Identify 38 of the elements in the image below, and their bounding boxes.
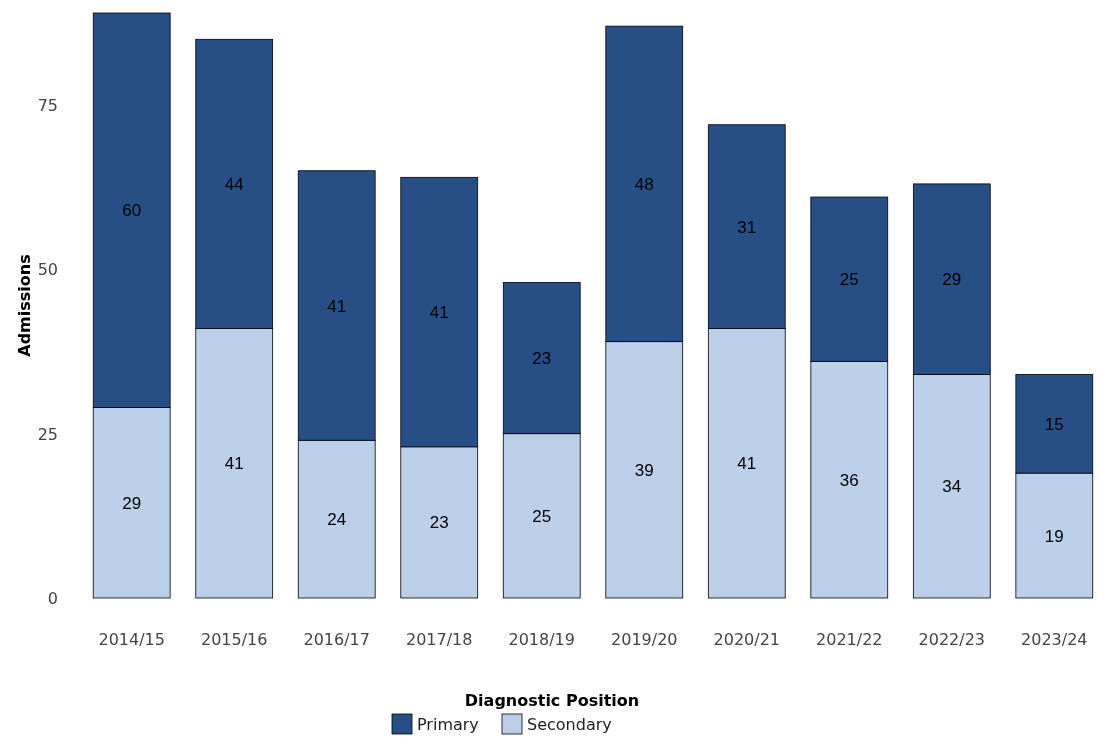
data-label: 60 bbox=[122, 201, 142, 221]
x-tick-label: 2016/17 bbox=[303, 630, 370, 649]
data-label: 48 bbox=[634, 174, 654, 194]
data-label: 23 bbox=[532, 349, 552, 369]
data-label: 31 bbox=[737, 217, 757, 237]
x-tick-label: 2020/21 bbox=[713, 630, 780, 649]
x-tick-label: 2023/24 bbox=[1021, 630, 1088, 649]
y-tick-label: 50 bbox=[37, 260, 58, 280]
data-label: 15 bbox=[1044, 414, 1064, 434]
x-tick-label: 2015/16 bbox=[200, 630, 268, 649]
x-tick-label: 2021/22 bbox=[816, 630, 883, 649]
data-label: 34 bbox=[942, 477, 962, 497]
x-tick-label: 2022/23 bbox=[918, 630, 986, 649]
y-tick-label: 25 bbox=[37, 424, 58, 444]
legend-label: Primary bbox=[417, 715, 479, 734]
y-axis-title: Admissions bbox=[15, 254, 34, 357]
data-label: 29 bbox=[122, 493, 142, 513]
data-label: 41 bbox=[429, 303, 449, 323]
y-tick-label: 75 bbox=[37, 96, 58, 116]
data-label: 41 bbox=[327, 296, 347, 316]
data-label: 44 bbox=[224, 174, 244, 194]
data-label: 25 bbox=[532, 506, 552, 526]
data-label: 19 bbox=[1044, 526, 1064, 546]
data-label: 36 bbox=[839, 470, 859, 490]
x-tick-label: 2014/15 bbox=[98, 630, 165, 649]
legend-label: Secondary bbox=[527, 715, 612, 734]
y-tick-label: 0 bbox=[47, 589, 58, 608]
data-label: 24 bbox=[327, 510, 347, 530]
data-label: 23 bbox=[429, 513, 449, 533]
data-label: 41 bbox=[737, 454, 757, 474]
data-label: 25 bbox=[839, 270, 859, 290]
data-label: 29 bbox=[942, 270, 962, 290]
x-tick-label: 2018/19 bbox=[508, 630, 575, 649]
x-tick-label: 2019/20 bbox=[611, 630, 678, 649]
legend-title: Diagnostic Position bbox=[464, 691, 640, 710]
x-tick-label: 2017/18 bbox=[406, 630, 473, 649]
data-label: 41 bbox=[224, 454, 244, 474]
data-label: 39 bbox=[634, 460, 654, 480]
